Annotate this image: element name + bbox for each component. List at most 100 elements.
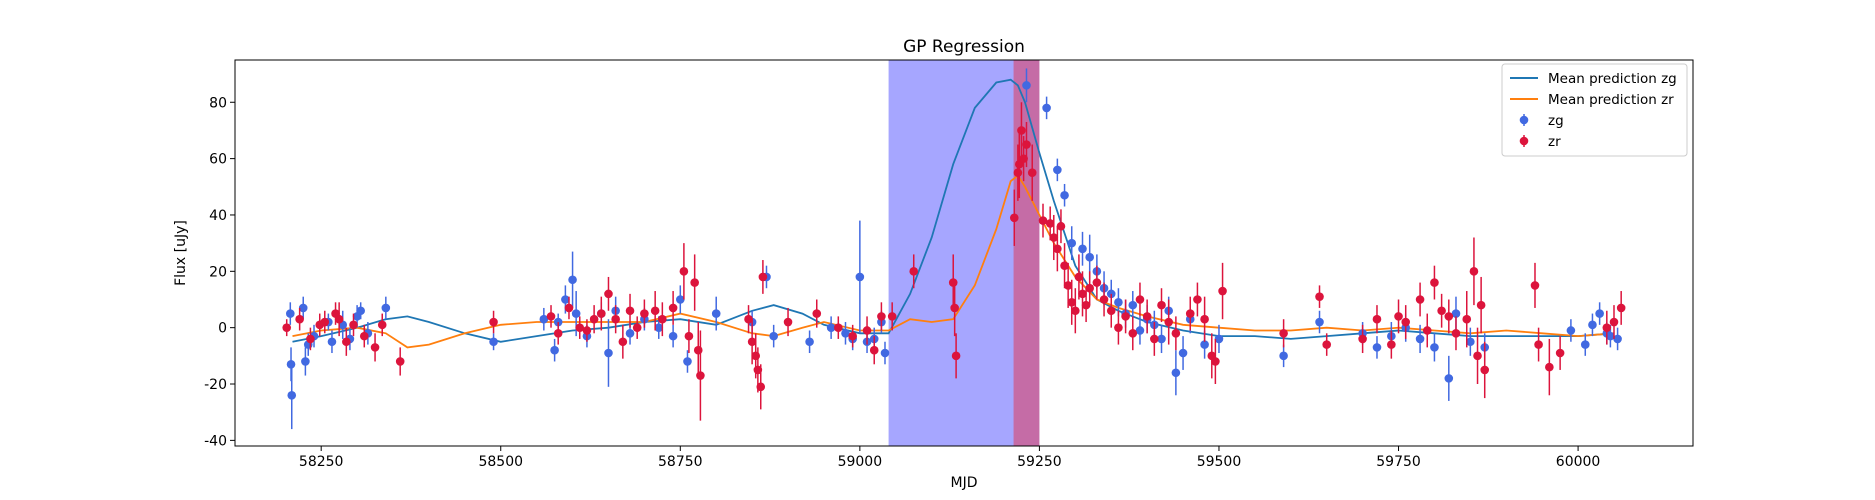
data-point (575, 323, 585, 332)
data-point (359, 331, 369, 341)
data-point (654, 323, 664, 332)
data-point (1430, 278, 1439, 287)
data-point (909, 267, 919, 276)
data-point (1071, 306, 1080, 316)
data-point (1135, 295, 1145, 304)
data-point (553, 328, 563, 338)
legend-item: Mean prediction zg (1510, 71, 1677, 87)
data-point (744, 314, 753, 324)
data-point (1555, 348, 1565, 358)
data-point (1473, 351, 1482, 361)
legend-item: zr (1519, 134, 1561, 150)
data-point (869, 345, 879, 355)
data-point (1415, 334, 1425, 344)
data-point (370, 343, 380, 352)
data-point (805, 337, 814, 347)
x-tick-label: 59750 (1376, 454, 1421, 470)
x-tick-label: 58500 (478, 454, 523, 470)
y-tick-label: 0 (218, 321, 227, 337)
legend-item: Mean prediction zr (1510, 92, 1674, 108)
data-point (826, 323, 836, 332)
data-point (1045, 219, 1055, 228)
data-point (812, 309, 822, 318)
data-point (948, 278, 958, 287)
y-tick-label: 60 (209, 152, 227, 168)
data-point (1451, 309, 1461, 318)
data-point (1142, 312, 1152, 321)
data-point (571, 309, 581, 318)
x-tick-label: 59250 (1017, 454, 1062, 470)
data-point (1074, 272, 1084, 282)
data-point (1092, 278, 1102, 287)
data-point (1157, 334, 1166, 344)
data-point (625, 328, 635, 338)
data-point (546, 312, 556, 321)
data-point (282, 323, 292, 332)
data-point (1193, 295, 1202, 304)
data-point (320, 317, 330, 327)
y-tick-label: 40 (209, 208, 227, 224)
data-point (1106, 306, 1116, 316)
data-point (1067, 298, 1077, 307)
data-point (1078, 289, 1087, 299)
data-point (1616, 303, 1626, 313)
data-point (711, 309, 721, 318)
data-point (604, 348, 613, 358)
data-point (334, 314, 344, 324)
data-point (611, 314, 620, 324)
data-point (1164, 317, 1173, 327)
data-point (758, 272, 768, 282)
series-zr (282, 102, 1626, 421)
x-axis-label: MJD (951, 475, 978, 491)
legend-marker-swatch (1519, 115, 1529, 125)
data-point (747, 337, 757, 347)
data-point (377, 320, 387, 330)
legend-label: Mean prediction zr (1548, 92, 1674, 108)
data-point (1530, 281, 1540, 290)
data-point (1060, 190, 1069, 200)
data-point (1214, 334, 1224, 344)
data-point (1053, 244, 1062, 254)
data-point (327, 337, 337, 347)
y-axis-label: Flux [uJy] (173, 220, 189, 286)
y-tick-label: -20 (204, 377, 227, 393)
shaded-region-1 (1013, 60, 1040, 446)
data-point (632, 323, 642, 332)
data-point (1157, 300, 1166, 310)
data-point (1451, 328, 1461, 338)
data-point (1606, 331, 1615, 341)
data-point (1476, 300, 1486, 310)
data-point (1128, 300, 1138, 310)
data-point (834, 323, 843, 332)
data-point (751, 351, 761, 361)
data-point (1121, 312, 1130, 321)
data-point (887, 312, 897, 321)
data-point (1038, 216, 1048, 225)
data-point (640, 309, 649, 318)
x-axis: 58250 58500 58750 59000 59250 59500 59750 60000 (299, 446, 1600, 470)
data-point (650, 306, 660, 316)
data-point (1171, 368, 1181, 378)
data-point (568, 275, 577, 285)
data-point (1042, 103, 1051, 113)
x-tick-label: 59500 (1197, 454, 1242, 470)
data-point (1358, 334, 1367, 344)
data-point (1415, 295, 1425, 304)
data-point (1279, 328, 1288, 338)
data-point (1279, 351, 1288, 361)
data-point (1150, 334, 1159, 344)
legend-label: zr (1548, 134, 1561, 150)
data-point (756, 382, 766, 392)
data-point (1063, 281, 1073, 290)
data-point (618, 337, 628, 347)
data-point (1099, 295, 1109, 304)
data-point (1009, 213, 1019, 223)
series-line (292, 174, 1615, 349)
data-point (1580, 340, 1590, 349)
data-point (668, 303, 678, 313)
data-point (668, 331, 678, 341)
data-point (690, 278, 699, 287)
data-point (1200, 340, 1209, 349)
data-point (1114, 298, 1123, 307)
data-point (395, 357, 405, 366)
